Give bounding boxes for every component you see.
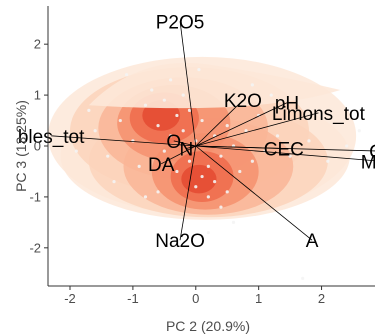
loading-label-n: N	[179, 140, 193, 161]
score-point-50	[143, 195, 148, 199]
x-tick-label--2: -2	[64, 291, 76, 306]
score-point-11	[169, 134, 173, 138]
loading-label-ca: Ca	[369, 142, 375, 163]
score-point-24	[213, 180, 217, 184]
score-point-39	[326, 159, 330, 163]
score-point-52	[357, 129, 361, 133]
loading-arrow-ca	[195, 145, 375, 152]
y-axis-title: PC 3 (13.25%)	[13, 100, 29, 192]
score-point-6	[150, 88, 154, 92]
loading-arrow-p2o5	[179, 21, 197, 147]
score-point-17	[187, 108, 192, 112]
score-point-28	[225, 124, 229, 128]
score-point-0	[93, 129, 97, 133]
score-point-20	[200, 174, 204, 179]
loading-arrow-da	[161, 145, 196, 165]
loading-label-na2o: Na2O	[155, 231, 205, 252]
x-tick-label--1: -1	[127, 291, 139, 306]
loading-arrow-limons_tot	[195, 112, 319, 147]
score-point-33	[250, 159, 254, 163]
loading-arrow-na2o	[179, 145, 197, 241]
score-point-37	[288, 154, 292, 158]
loading-arrow-k2o	[195, 99, 244, 147]
score-point-48	[125, 73, 129, 77]
score-point-13	[175, 169, 179, 174]
score-point-12	[175, 113, 179, 118]
score-point-23	[206, 164, 210, 168]
score-point-9	[162, 149, 166, 153]
score-point-21	[200, 118, 204, 123]
loading-arrow-a	[195, 145, 313, 241]
score-point-38	[307, 139, 311, 143]
score-point-22	[206, 195, 210, 199]
loading-label-p2o5: P2O5	[156, 12, 205, 33]
y-tick-label--2: -2	[29, 240, 41, 255]
score-point-1	[106, 154, 110, 158]
loading-label-limons_tot: Limons_tot	[272, 104, 366, 125]
score-point-49	[269, 93, 273, 97]
score-point-27	[219, 154, 223, 158]
score-point-29	[225, 190, 229, 194]
score-point-26	[219, 205, 223, 209]
loading-label-bles_tot: bles_tot	[18, 127, 85, 148]
score-point-45	[156, 190, 160, 194]
score-point-4	[137, 164, 141, 168]
score-point-42	[112, 180, 116, 184]
y-tick-label-0: 0	[34, 139, 41, 154]
loading-label-da: DA	[148, 155, 175, 176]
score-point-14	[181, 93, 185, 97]
score-point-16	[187, 159, 192, 163]
score-point-2	[118, 118, 122, 123]
score-points	[74, 68, 361, 280]
loading-arrows	[51, 21, 375, 241]
density-level-6-part-2	[181, 164, 217, 194]
score-point-10	[169, 78, 173, 82]
score-point-18	[194, 185, 198, 189]
score-point-5	[143, 103, 148, 107]
loading-label-k2o: K2O	[224, 91, 262, 112]
score-point-43	[231, 220, 236, 224]
score-point-53	[87, 108, 91, 112]
loading-label-o: O	[166, 132, 181, 153]
score-point-46	[250, 83, 254, 87]
density-upper-band	[88, 62, 341, 109]
loading-arrow-mgo	[195, 145, 375, 162]
loading-arrow-bles_tot	[51, 135, 196, 147]
score-point-41	[74, 149, 78, 153]
loading-label-cec: CEC	[264, 140, 304, 161]
score-point-7	[156, 124, 160, 128]
score-point-44	[206, 230, 210, 235]
score-point-36	[275, 134, 280, 138]
axes: -2 -1 0 1 2 -2 -1 0 1 2	[29, 6, 375, 306]
y-tick-label-1: 1	[34, 88, 41, 103]
score-point-47	[301, 276, 305, 280]
x-tick-label-2: 2	[318, 291, 325, 306]
x-tick-label-0: 0	[192, 291, 199, 306]
loading-label-mgo: MgO	[361, 152, 375, 173]
y-tick-label-2: 2	[34, 37, 41, 52]
score-point-32	[244, 129, 248, 133]
x-tick-label-1: 1	[255, 291, 262, 306]
loading-arrow-ph	[195, 102, 288, 147]
loading-arrow-o	[173, 140, 196, 147]
loading-label-a: A	[306, 231, 319, 252]
score-point-31	[238, 169, 242, 174]
loading-label-ph: pH	[275, 94, 299, 115]
y-tick-label--1: -1	[29, 189, 41, 204]
density-contours	[48, 56, 357, 220]
score-point-8	[162, 98, 166, 102]
score-point-15	[181, 129, 185, 133]
score-point-40	[345, 144, 349, 148]
x-axis-title: PC 2 (20.9%)	[166, 318, 250, 334]
score-point-51	[197, 68, 201, 72]
